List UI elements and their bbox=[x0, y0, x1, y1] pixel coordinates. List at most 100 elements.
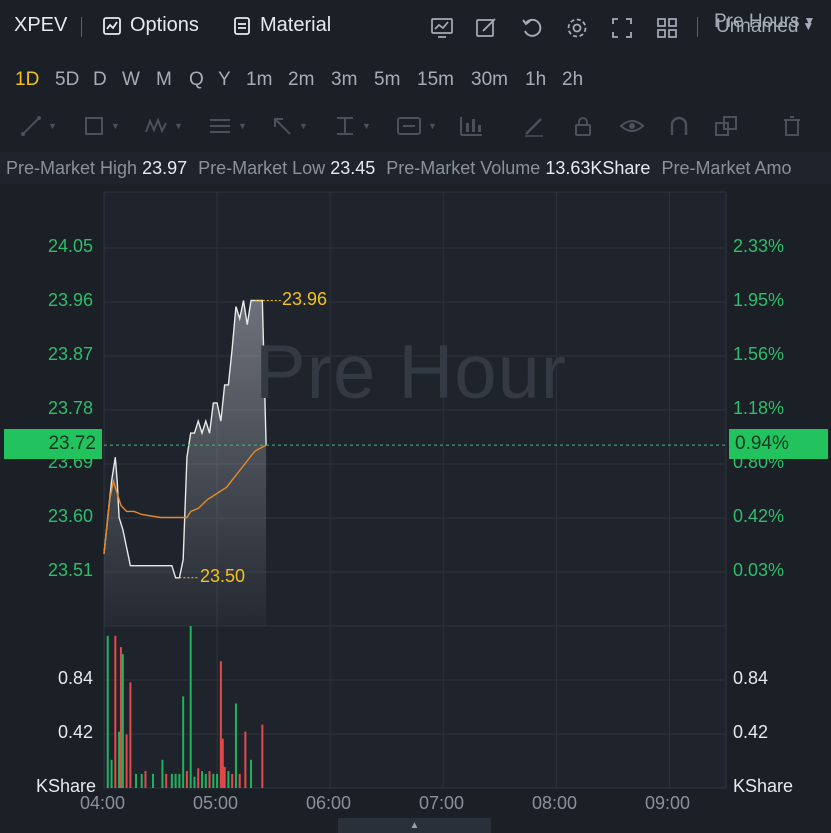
time-axis-label: 06:00 bbox=[306, 793, 352, 813]
layout-name: Unnamed bbox=[716, 16, 799, 37]
volume-bar bbox=[161, 759, 164, 788]
material-label: Material bbox=[260, 14, 332, 36]
period-2m[interactable]: 2m bbox=[288, 69, 315, 90]
volume-bar bbox=[208, 771, 211, 788]
volume-bar bbox=[212, 773, 215, 788]
chart-canvas[interactable] bbox=[0, 184, 831, 833]
price-axis-label: 24.05 bbox=[48, 236, 94, 256]
wave-tool[interactable]: ▼ bbox=[144, 114, 183, 138]
period-1h[interactable]: 1h bbox=[525, 69, 547, 90]
period-1m[interactable]: 1m bbox=[246, 69, 273, 90]
drawing-toolbar: ▼ ▼ ▼ ▼ ▼ ▼ ▼ bbox=[0, 102, 831, 148]
volume-bar bbox=[193, 776, 196, 788]
edit-icon[interactable] bbox=[473, 15, 499, 41]
lock-icon bbox=[575, 117, 591, 136]
stat-label: Pre-Market Amo bbox=[661, 158, 792, 178]
price-line bbox=[103, 299, 267, 579]
indicators-icon[interactable] bbox=[429, 15, 455, 41]
chart-tool[interactable] bbox=[458, 114, 484, 138]
caret-up-icon: ▲ bbox=[409, 820, 420, 831]
trash-tool[interactable] bbox=[781, 114, 803, 138]
volume-bar bbox=[178, 773, 181, 788]
arrow-tool[interactable]: ▼ bbox=[271, 114, 308, 138]
volume-bar bbox=[140, 773, 143, 788]
material-button[interactable]: Material bbox=[232, 14, 331, 37]
caret-down-icon: ▼ bbox=[802, 19, 815, 33]
price-axis-label: 23.87 bbox=[48, 344, 94, 364]
volume-bar bbox=[227, 771, 230, 788]
watermark: Pre Hour bbox=[255, 330, 568, 415]
fibonacci-tool[interactable]: ▼ bbox=[208, 114, 247, 138]
period-w[interactable]: W bbox=[122, 69, 140, 90]
measure-icon bbox=[337, 117, 353, 135]
current-price-tag: 23.72 bbox=[4, 429, 102, 459]
gear-icon[interactable] bbox=[564, 15, 590, 41]
timeline-scroll-handle[interactable]: ▲ bbox=[338, 818, 491, 833]
volume-bar bbox=[165, 773, 168, 788]
options-button[interactable]: Options bbox=[102, 14, 199, 37]
rectangle-icon bbox=[85, 117, 103, 135]
volume-bar bbox=[125, 734, 128, 788]
period-5m[interactable]: 5m bbox=[374, 69, 401, 90]
wave-icon bbox=[145, 117, 167, 134]
period-3m[interactable]: 3m bbox=[331, 69, 358, 90]
volume-bar bbox=[201, 771, 204, 788]
volume-bar bbox=[144, 771, 147, 788]
price-axis-label: 23.60 bbox=[48, 506, 94, 526]
bar-chart-icon bbox=[460, 117, 482, 136]
period-30m[interactable]: 30m bbox=[471, 69, 508, 90]
volume-bar bbox=[118, 731, 121, 788]
pencil-tool[interactable] bbox=[522, 114, 546, 138]
volume-bar bbox=[114, 635, 117, 788]
layout-selector[interactable]: Unnamed ▼ bbox=[716, 16, 814, 38]
average-line bbox=[103, 444, 267, 554]
session-label: Pre Hours bbox=[714, 11, 800, 32]
pre-market-stats: Pre-Market High 23.97 Pre-Market Low 23.… bbox=[0, 152, 831, 184]
time-axis-label: 07:00 bbox=[419, 793, 465, 813]
period-bar: 1D 5D D W M Q Y 1m 2m 3m 5m 15m 30m 1h 2h bbox=[0, 58, 831, 102]
refresh-icon[interactable] bbox=[519, 15, 545, 41]
trend-line-tool[interactable]: ▼ bbox=[20, 114, 57, 138]
copy-tool[interactable] bbox=[714, 114, 738, 138]
time-axis-label: 08:00 bbox=[532, 793, 578, 813]
volume-bar bbox=[121, 654, 124, 788]
period-2h[interactable]: 2h bbox=[562, 69, 584, 90]
percent-axis-label: 1.18% bbox=[733, 398, 785, 418]
price-chart[interactable]: Pre Hour 24.05 23.96 23.87 23.78 23.69 23.60 2… bbox=[0, 184, 831, 833]
stat-label: Pre-Market Low bbox=[198, 158, 326, 178]
percent-axis-label: 2.33% bbox=[733, 236, 785, 256]
percent-axis-label: 0.42% bbox=[733, 506, 785, 526]
time-axis-label: 09:00 bbox=[645, 793, 691, 813]
copy-icon bbox=[715, 116, 737, 136]
lock-tool[interactable] bbox=[572, 114, 594, 138]
current-percent-tag: 0.94% bbox=[729, 429, 828, 459]
period-5d[interactable]: 5D bbox=[55, 69, 80, 90]
line-tool-icon bbox=[21, 116, 41, 136]
volume-bar bbox=[231, 773, 234, 788]
rectangle-tool[interactable]: ▼ bbox=[83, 114, 120, 138]
measure-tool[interactable]: ▼ bbox=[334, 114, 371, 138]
document-icon bbox=[234, 16, 250, 35]
period-m[interactable]: M bbox=[156, 69, 172, 90]
price-area bbox=[104, 300, 267, 626]
volume-bar bbox=[221, 738, 224, 788]
volume-bar bbox=[174, 773, 177, 788]
text-box-icon bbox=[397, 117, 421, 135]
volume-axis-label: 0.84 bbox=[58, 668, 94, 688]
volume-axis-label: 0.42 bbox=[58, 722, 94, 742]
fullscreen-icon[interactable] bbox=[609, 15, 635, 41]
period-d[interactable]: D bbox=[93, 69, 107, 90]
period-1d[interactable]: 1D bbox=[15, 69, 40, 90]
divider bbox=[81, 17, 82, 37]
ticker-symbol[interactable]: XPEV bbox=[14, 14, 68, 36]
period-15m[interactable]: 15m bbox=[417, 69, 454, 90]
period-y[interactable]: Y bbox=[218, 69, 231, 90]
visibility-tool[interactable] bbox=[619, 114, 645, 138]
text-tool[interactable]: ▼ bbox=[396, 114, 437, 138]
session-selector[interactable]: Pre Hours ▼ bbox=[714, 11, 815, 33]
trash-icon bbox=[784, 116, 800, 136]
period-q[interactable]: Q bbox=[189, 69, 204, 90]
top-toolbar: XPEV Options Material Unnamed ▼ bbox=[0, 0, 831, 56]
magnet-tool[interactable] bbox=[668, 114, 690, 138]
grid-layout-icon[interactable] bbox=[654, 15, 680, 41]
